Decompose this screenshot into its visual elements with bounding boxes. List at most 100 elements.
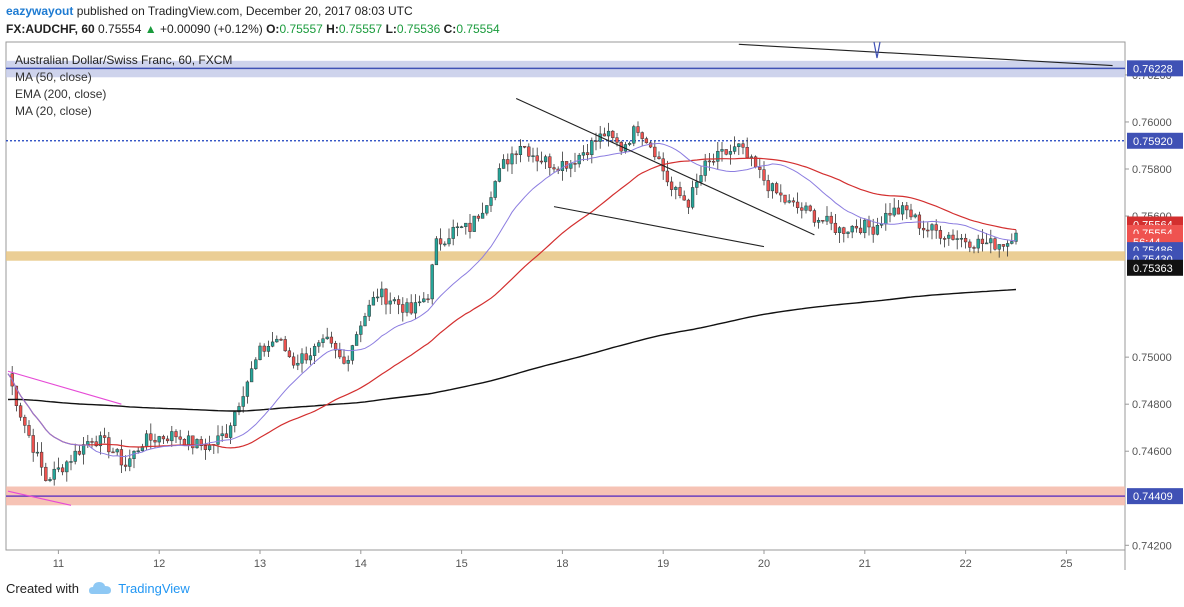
candle-body — [699, 175, 703, 183]
candle — [543, 154, 548, 170]
candle — [779, 184, 783, 203]
candle — [438, 228, 443, 251]
candle — [724, 149, 728, 156]
candle-body — [590, 140, 594, 156]
candle — [955, 230, 959, 250]
symbol-header: FX:AUDCHF, 60 0.75554 ▲ +0.00090 (+0.12%… — [6, 22, 500, 36]
candle — [266, 340, 271, 357]
candle — [552, 164, 556, 174]
last-price: 0.75554 — [98, 22, 142, 36]
candle — [539, 151, 544, 165]
footer: Created with TradingView — [6, 581, 190, 598]
candle-body — [934, 224, 938, 231]
candle — [514, 150, 518, 165]
symbol[interactable]: FX:AUDCHF, 60 — [6, 22, 95, 36]
candle — [644, 136, 649, 144]
candle — [934, 219, 938, 239]
candle-body — [283, 339, 287, 352]
candle-body — [18, 405, 23, 418]
publish-header: eazywayout published on TradingView.com,… — [6, 4, 413, 18]
candle — [770, 182, 775, 199]
candle — [665, 160, 670, 187]
tradingview-link[interactable]: TradingView — [118, 581, 190, 596]
candle-body — [31, 435, 35, 453]
candle — [375, 288, 380, 302]
candle — [707, 152, 712, 171]
candle-body — [291, 356, 296, 366]
candle — [900, 201, 905, 221]
candle-body — [921, 227, 926, 231]
price-label-bg — [1127, 60, 1183, 77]
candle-body — [275, 338, 279, 343]
candle — [413, 294, 418, 320]
candle — [926, 222, 930, 238]
legend-title[interactable]: Australian Dollar/Swiss Franc, 60, FXCM — [15, 53, 233, 67]
candle — [690, 180, 695, 210]
legend-ema200[interactable]: EMA (200, close) — [15, 87, 107, 101]
candle-body — [720, 149, 724, 152]
candle-body — [174, 431, 178, 438]
candle — [863, 218, 867, 239]
candle-body — [170, 431, 174, 442]
candle-body — [388, 300, 392, 305]
candle-body — [401, 304, 405, 313]
candle-body — [951, 234, 955, 240]
candle-body — [543, 156, 548, 163]
candle-body — [615, 137, 619, 143]
candle-body — [892, 207, 896, 216]
low-label: L: — [385, 22, 397, 36]
candle-body — [518, 145, 523, 155]
candle — [329, 331, 334, 348]
trendline — [515, 97, 815, 236]
y-tick-label: 0.74800 — [1132, 399, 1172, 411]
candle-body — [464, 222, 468, 227]
candle — [493, 180, 497, 201]
candle — [90, 437, 94, 448]
candle — [300, 348, 304, 373]
price-label-bg — [1127, 132, 1183, 149]
price-chart[interactable]: 0.762000.760000.758000.756000.750000.748… — [0, 40, 1184, 575]
candle-body — [926, 229, 930, 232]
candle-body — [342, 356, 346, 364]
author-link[interactable]: eazywayout — [6, 4, 74, 18]
candle — [321, 334, 325, 348]
x-tick-label: 21 — [859, 558, 871, 570]
candle — [506, 153, 510, 172]
candle — [892, 198, 896, 218]
legend-ma50[interactable]: MA (50, close) — [15, 70, 92, 84]
candle — [825, 206, 829, 225]
legend-ma20[interactable]: MA (20, close) — [15, 104, 92, 118]
candle-body — [195, 439, 199, 449]
candle-body — [300, 353, 304, 364]
tradingview-logo-icon[interactable] — [88, 581, 111, 598]
candle — [409, 294, 413, 315]
candle — [39, 442, 44, 476]
candle-body — [312, 346, 317, 356]
candle — [174, 429, 178, 444]
candle-body — [480, 212, 485, 219]
candle-body — [224, 433, 229, 438]
candle-body — [896, 207, 901, 215]
candle — [846, 231, 850, 239]
candle — [98, 431, 103, 455]
y-tick-label: 0.74200 — [1132, 540, 1172, 552]
candle-body — [842, 227, 846, 234]
candle-body — [644, 138, 649, 144]
candle — [228, 422, 233, 445]
candle — [980, 229, 985, 252]
candle — [455, 222, 460, 237]
candle — [951, 229, 955, 241]
candle — [23, 414, 27, 434]
candle-body — [249, 368, 254, 383]
candle — [153, 433, 157, 448]
candle — [581, 145, 586, 162]
candle — [48, 477, 52, 483]
candle — [317, 339, 321, 353]
published-text: published on TradingView.com, December 2… — [76, 4, 413, 18]
candle-body — [237, 406, 241, 413]
candle — [115, 447, 119, 457]
candle — [787, 194, 791, 204]
y-tick-label: 0.76000 — [1132, 117, 1172, 129]
x-tick-label: 13 — [254, 558, 266, 570]
candle-body — [703, 160, 707, 176]
